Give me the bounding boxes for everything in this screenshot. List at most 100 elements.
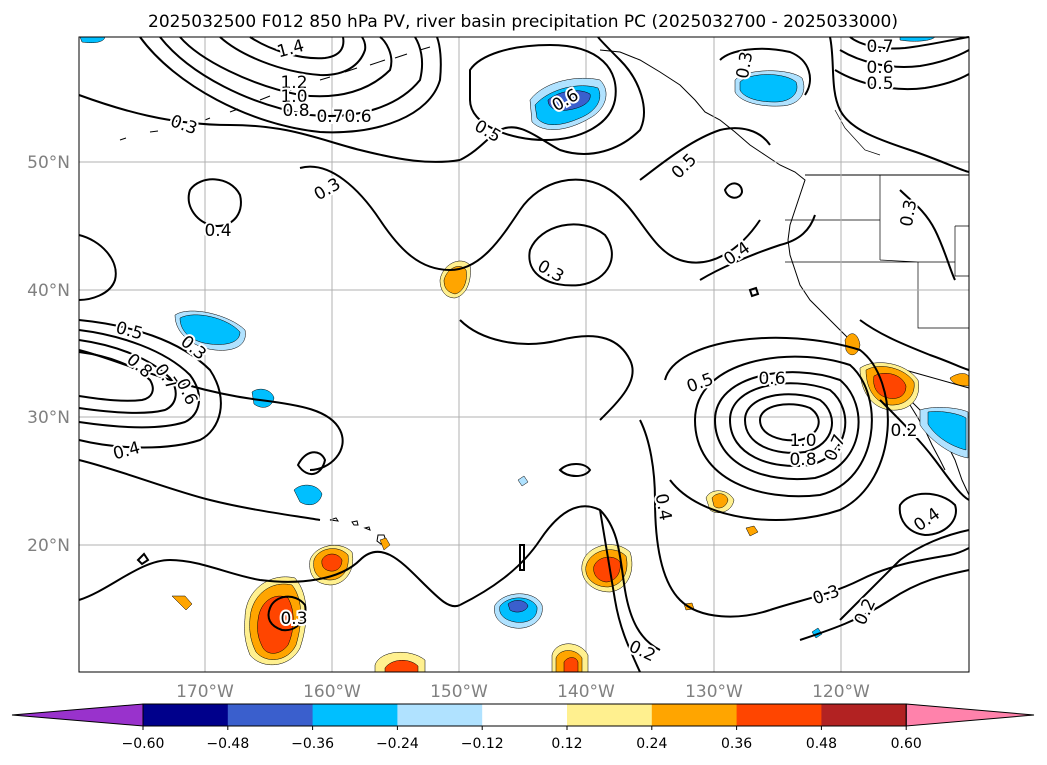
contour-small-loop-3 [296,451,327,475]
contour-upper-left-5 [249,36,345,60]
pos-patch-bottom-1-core [384,660,419,673]
contour-label: 0.6 [758,369,785,389]
colorbar-extend-max [905,703,1035,727]
pos-patch-tiny-2 [745,525,759,537]
longitude-labels: 170°W 160°W 150°W 140°W 130°W 120°W [176,682,870,702]
contour-label: 0.8 [282,101,309,121]
contour-0.3-se [769,547,970,611]
contour-upper-left-1 [179,36,393,98]
contour-west-2 [78,329,200,429]
contour-label: 1.0 [280,87,307,107]
contour-small-loop-1 [558,463,592,477]
neg-patch-dot-1 [517,475,529,487]
neg-patch-west-core [179,314,241,345]
colorbar-tick-label: −0.36 [291,736,334,752]
pv-contours [78,36,970,673]
lon-label: 130°W [685,682,743,702]
contour-label: 0.7 [866,37,893,57]
colorbar-swatch [736,704,822,726]
contour-0.4-sw [78,459,321,521]
contour-upper-left-3 [139,36,442,134]
contour-label: 0.3 [280,609,307,629]
pos-patch-tiny-1 [171,595,193,611]
contour-0.3-loop-sw [267,595,307,632]
colorbar-tick-label: −0.60 [122,736,165,752]
colorbar-tick-label: −0.24 [376,736,419,752]
lat-label: 50°N [27,153,70,173]
contour-0.4-loop [187,178,242,227]
contour-0.4-vertical [639,419,771,618]
pos-patch-small-east-core [711,493,729,509]
contour-0.3-mid [78,234,117,301]
contour-0.3-south [78,550,461,608]
lon-label: 140°W [557,682,615,702]
contour-tiny-1 [136,552,150,566]
contour-label: 0.4 [204,221,231,241]
contour-0.3-interior [899,189,956,281]
contour-high-6 [664,336,889,521]
colorbar-swatch [821,704,907,726]
colorbar-tick-label: 0.24 [636,736,667,752]
colorbar-swatch [567,704,653,726]
contour-high-1 [758,403,820,442]
lon-label: 160°W [303,682,361,702]
neg-patch-gulf-alaska-inner [547,90,591,111]
contour-0.7-ne [849,36,970,50]
colorbar-swatch [482,704,568,726]
hawaii-islands [329,517,387,545]
colorbar-swatch [227,704,314,726]
contour-0.3-ca [859,319,970,371]
pos-patch-bottom-2-inner [563,657,579,673]
contour-0.3-north [78,94,461,163]
pos-patch-sw-2-inner [321,553,343,572]
colorbar-swatch [143,704,229,726]
contour-high-2 [743,393,833,454]
colorbar-tick-label: −0.48 [206,736,249,752]
neg-patch-south-inner [507,600,529,613]
contour-0.5-north [459,36,645,161]
contour-label: 0.8 [789,450,816,470]
contour-0.3-bc [719,47,811,96]
contour-label: 1.2 [280,73,307,93]
map-title: 2025032500 F012 850 hPa PV, river basin … [148,12,898,32]
state-borders [785,109,969,329]
lon-label: 150°W [430,682,488,702]
contour-0.3-big [299,165,761,272]
contour-0.3-ne [829,36,970,173]
contour-0.2-bottom [599,509,641,673]
colorbar-swatch [651,704,738,726]
contour-label: 0.3 [733,50,757,80]
colorbar-extend-min [11,703,144,727]
contour-tiny-2 [519,544,525,571]
contour-0.5-loop [469,43,617,142]
lat-label: 20°N [27,536,70,556]
contour-0.4-east [699,214,816,281]
contour-label: 0.2 [890,421,917,441]
colorbar-tick-label: 0.48 [806,736,837,752]
lon-label: 120°W [812,682,870,702]
neg-patch-bc-core [739,74,798,103]
pos-patch-mid-core [443,266,467,295]
contour-0.5-northeast [639,127,771,181]
lon-label: 170°W [176,682,234,702]
colorbar: −0.60 −0.48 −0.36 −0.24 −0.12 0.12 0.24 0.36 0.4… [11,703,1035,752]
map-background [79,37,969,672]
latitude-labels: 50°N 40°N 30°N 20°N [27,153,70,556]
lat-label: 40°N [27,281,70,301]
contour-high-3 [728,382,847,467]
contour-small-loop-2 [723,182,744,199]
contour-tiny-3 [748,286,760,298]
contour-0.5-ne [834,69,970,91]
colorbar-tick-label: 0.36 [721,736,752,752]
contour-0.2-far-se [839,529,970,621]
colorbar-tick-label: 0.12 [551,736,582,752]
contour-0.2-east [879,399,970,501]
map-frame [78,36,970,673]
neg-patch-small-2 [293,484,323,505]
neg-patch-small-1 [251,388,275,408]
colorbar-tick-label: 0.60 [891,736,922,752]
neg-patch-baja-core [927,411,967,451]
contour-upper-left-4 [219,36,367,77]
colorbar-frame [142,703,907,727]
